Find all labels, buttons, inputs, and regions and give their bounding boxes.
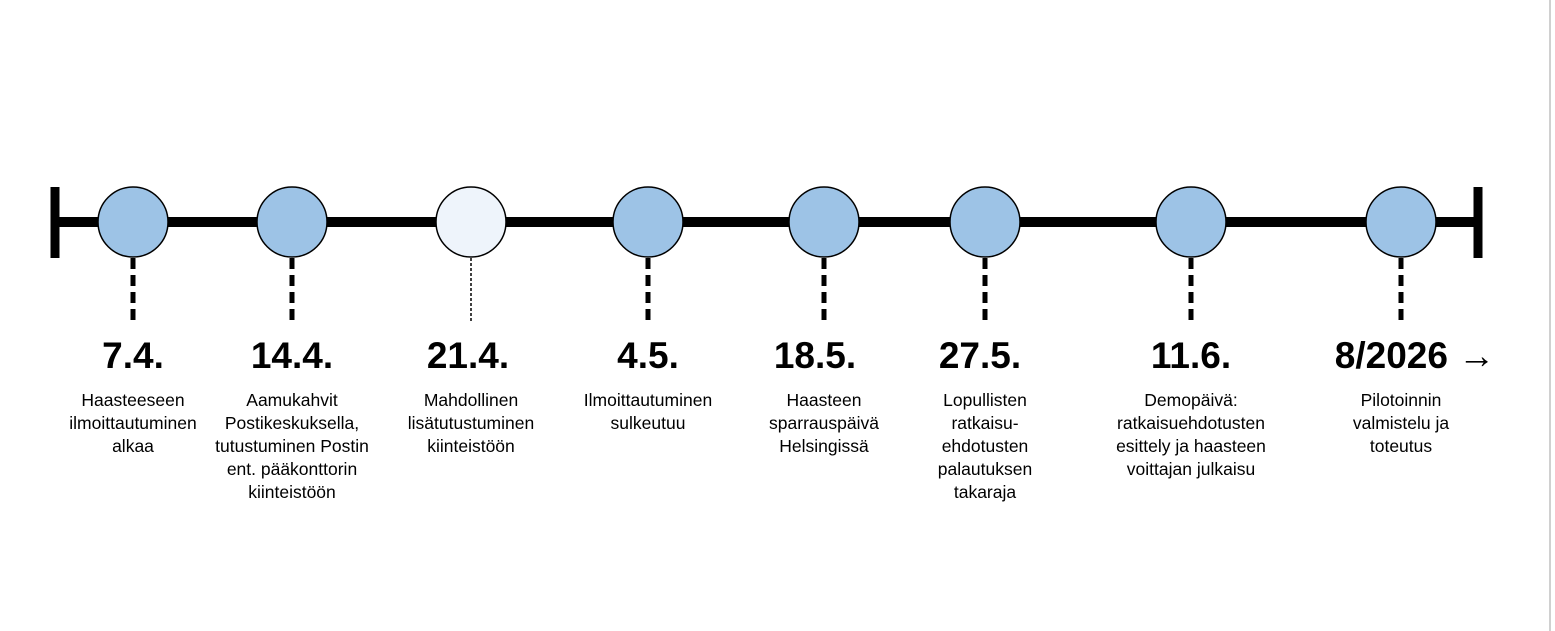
milestone <box>1365 186 1437 258</box>
description: Postikeskuksella, <box>225 413 359 433</box>
description: tutustuminen Postin <box>215 436 369 456</box>
date: 4.5. <box>617 335 679 376</box>
description: palautuksen <box>938 459 1032 479</box>
description: takaraja <box>954 482 1017 502</box>
milestone <box>1155 186 1227 258</box>
description: sparrauspäivä <box>769 413 879 433</box>
date: 7.4. <box>102 335 164 376</box>
description: ratkaisu- <box>951 413 1018 433</box>
milestone <box>949 186 1021 258</box>
milestone <box>612 186 684 258</box>
description: kiinteistöön <box>248 482 336 502</box>
milestone <box>256 186 328 258</box>
description: Mahdollinen <box>424 390 518 410</box>
date: 8/2026 → <box>1335 335 1495 376</box>
description: Haasteeseen <box>81 390 184 410</box>
description: Lopullisten <box>943 390 1027 410</box>
milestone <box>788 186 860 258</box>
date: 21.4. <box>427 335 509 376</box>
description: ratkaisuehdotusten <box>1117 413 1265 433</box>
milestone <box>435 186 507 258</box>
description: lisätutustuminen <box>408 413 534 433</box>
description: Pilotoinnin <box>1361 390 1442 410</box>
description: ilmoittautuminen <box>69 413 196 433</box>
description: valmistelu ja <box>1353 413 1450 433</box>
description: voittajan julkaisu <box>1127 459 1255 479</box>
date: 18.5. <box>774 335 856 376</box>
description: esittely ja haasteen <box>1116 436 1266 456</box>
description: toteutus <box>1370 436 1433 456</box>
description: Aamukahvit <box>246 390 338 410</box>
description: Ilmoittautuminen <box>584 390 712 410</box>
description: kiinteistöön <box>427 436 515 456</box>
milestone <box>97 186 169 258</box>
date: 27.5. <box>939 335 1021 376</box>
description: sulkeutuu <box>611 413 686 433</box>
date: 14.4. <box>251 335 333 376</box>
description: ehdotusten <box>942 436 1029 456</box>
description: Haasteen <box>787 390 862 410</box>
description: alkaa <box>112 436 154 456</box>
date: 11.6. <box>1151 335 1231 376</box>
description: Helsingissä <box>779 436 869 456</box>
description: Demopäivä: <box>1144 390 1237 410</box>
description: ent. pääkonttorin <box>227 459 357 479</box>
